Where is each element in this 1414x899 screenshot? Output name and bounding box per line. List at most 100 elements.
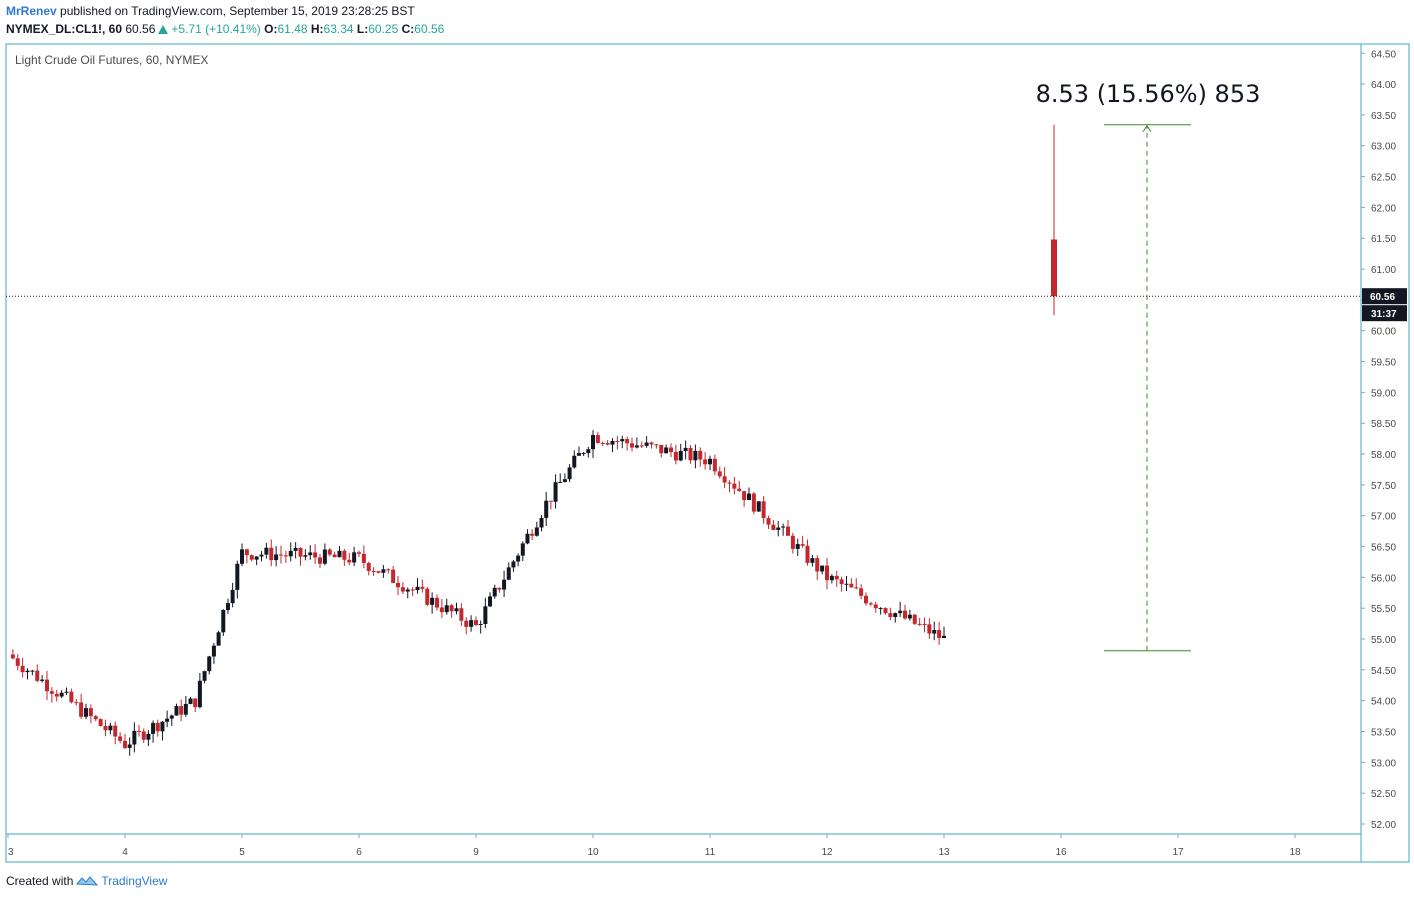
candle-body bbox=[141, 731, 146, 740]
created-with-label: Created with bbox=[6, 874, 74, 888]
candle-body bbox=[795, 544, 800, 549]
change-value: +5.71 (+10.41%) bbox=[171, 22, 261, 36]
candle-body bbox=[113, 725, 118, 737]
candle-body bbox=[430, 597, 435, 605]
candle-body bbox=[123, 740, 127, 748]
y-tick-label: 53.50 bbox=[1371, 728, 1396, 739]
candle-body bbox=[567, 467, 572, 480]
open-value: 61.48 bbox=[277, 22, 308, 36]
candle-body bbox=[600, 442, 605, 444]
candle-body bbox=[216, 632, 221, 646]
x-tick-label: 5 bbox=[239, 847, 245, 858]
candle-body bbox=[912, 614, 917, 624]
candle-body bbox=[558, 481, 563, 483]
y-tick-label: 57.50 bbox=[1371, 481, 1396, 492]
candle-body bbox=[254, 556, 259, 560]
countdown-label: 31:37 bbox=[1371, 309, 1397, 320]
candle-body bbox=[883, 608, 888, 614]
candle-body bbox=[634, 445, 639, 448]
y-tick-label: 63.50 bbox=[1371, 111, 1396, 122]
candle-body bbox=[376, 571, 381, 573]
tradingview-link[interactable]: TradingView bbox=[101, 874, 168, 888]
candle-body bbox=[211, 645, 216, 657]
candle-body bbox=[396, 582, 400, 588]
published-text: published on TradingView.com, September … bbox=[60, 4, 415, 18]
candle-body bbox=[805, 545, 810, 563]
candle-body bbox=[193, 698, 198, 708]
candle-body bbox=[683, 447, 688, 451]
footer: Created with TradingView bbox=[6, 874, 167, 888]
candle-body bbox=[207, 656, 212, 672]
candle-body bbox=[435, 597, 439, 608]
candle-body bbox=[732, 483, 737, 489]
candle-body bbox=[235, 563, 240, 590]
candle-body bbox=[303, 555, 308, 557]
candle-body bbox=[781, 526, 786, 528]
y-tick-label: 52.50 bbox=[1371, 789, 1396, 800]
candle-body bbox=[249, 555, 254, 560]
publish-info: MrRenev published on TradingView.com, Se… bbox=[6, 4, 415, 18]
high-value: 63.34 bbox=[323, 22, 354, 36]
candle-body bbox=[269, 547, 274, 561]
candle-body bbox=[506, 567, 511, 580]
candle-body bbox=[35, 670, 40, 681]
candle-body bbox=[673, 452, 678, 461]
candle-body bbox=[405, 589, 410, 592]
candle-body bbox=[511, 561, 516, 568]
y-tick-label: 56.50 bbox=[1371, 543, 1396, 554]
candle-body bbox=[400, 587, 405, 592]
candle-body bbox=[108, 725, 113, 731]
candle-body bbox=[165, 718, 170, 722]
y-tick-label: 63.00 bbox=[1371, 142, 1396, 153]
x-tick-label: 9 bbox=[473, 847, 479, 858]
candle-body bbox=[649, 442, 654, 445]
candle-body bbox=[64, 691, 69, 693]
candle-body bbox=[264, 547, 269, 555]
candle-body bbox=[488, 596, 493, 607]
candle-body bbox=[20, 665, 25, 673]
candle-body bbox=[810, 558, 815, 563]
last-price-badge-label: 60.56 bbox=[1370, 292, 1395, 303]
candle-body bbox=[669, 447, 673, 453]
price-chart[interactable]: Light Crude Oil Futures, 60, NYMEX 52.00… bbox=[0, 0, 1414, 870]
candle-body bbox=[49, 691, 54, 694]
candle-body bbox=[756, 501, 761, 512]
candle-body bbox=[274, 554, 279, 561]
candle-body bbox=[776, 527, 781, 530]
x-tick-label: 10 bbox=[587, 847, 599, 858]
candle-body bbox=[160, 721, 165, 732]
symbol-info: NYMEX_DL:CL1!, 60 60.56 +5.71 (+10.41%) O… bbox=[6, 22, 444, 36]
candle-body bbox=[337, 550, 342, 558]
candle-body bbox=[454, 608, 459, 612]
candle-body bbox=[84, 708, 88, 717]
candle-body bbox=[751, 493, 756, 512]
author-link[interactable]: MrRenev bbox=[6, 4, 57, 18]
candle-body bbox=[174, 706, 179, 716]
candle-body bbox=[327, 549, 332, 555]
candle-body bbox=[722, 476, 727, 483]
open-label: O: bbox=[264, 22, 278, 36]
candle-body bbox=[283, 555, 288, 557]
candle-body bbox=[625, 439, 630, 444]
candle-body bbox=[737, 488, 742, 492]
low-value: 60.25 bbox=[368, 22, 399, 36]
y-tick-label: 58.00 bbox=[1371, 450, 1396, 461]
candle-body bbox=[332, 554, 337, 558]
x-tick-label: 12 bbox=[821, 847, 833, 858]
candle-body bbox=[664, 447, 669, 454]
candle-body bbox=[742, 491, 747, 501]
candle-body bbox=[225, 603, 230, 610]
candle-body bbox=[553, 482, 558, 502]
up-triangle-icon bbox=[158, 25, 169, 34]
y-tick-label: 57.00 bbox=[1371, 512, 1396, 523]
candle-body bbox=[410, 589, 415, 591]
candle-body bbox=[293, 547, 298, 551]
candle-body bbox=[146, 733, 151, 740]
candle-body bbox=[717, 471, 722, 477]
y-tick-label: 64.50 bbox=[1371, 49, 1396, 60]
candle-body bbox=[615, 441, 620, 443]
candle-body bbox=[771, 524, 776, 530]
candle-body bbox=[137, 730, 142, 732]
candle-body bbox=[502, 579, 507, 590]
candle-body bbox=[449, 605, 454, 612]
